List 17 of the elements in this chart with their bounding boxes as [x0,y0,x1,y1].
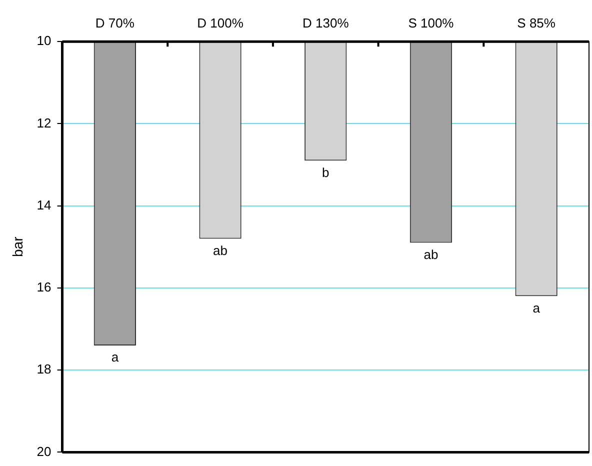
annotation: a [111,350,120,365]
annotation: a [532,300,541,316]
y-tick-label: 14 [36,197,52,212]
x-tick-label: D 130% [302,15,350,30]
x-tick-label: S 85% [517,15,556,30]
annotation: ab [213,242,228,258]
x-tick-label: D 100% [197,15,244,30]
y-tick-label: 10 [36,33,52,48]
x-tick-label: S 100% [408,15,454,30]
y-axis-title: bar [9,236,26,258]
annotation: ab [424,246,438,262]
y-tick-label: 16 [36,280,52,295]
annotation: b [322,164,330,180]
y-tick-label: 20 [36,444,52,459]
y-tick-label: 12 [36,115,52,130]
x-tick-label: D 70% [95,15,135,30]
y-tick-label: 18 [36,362,52,377]
